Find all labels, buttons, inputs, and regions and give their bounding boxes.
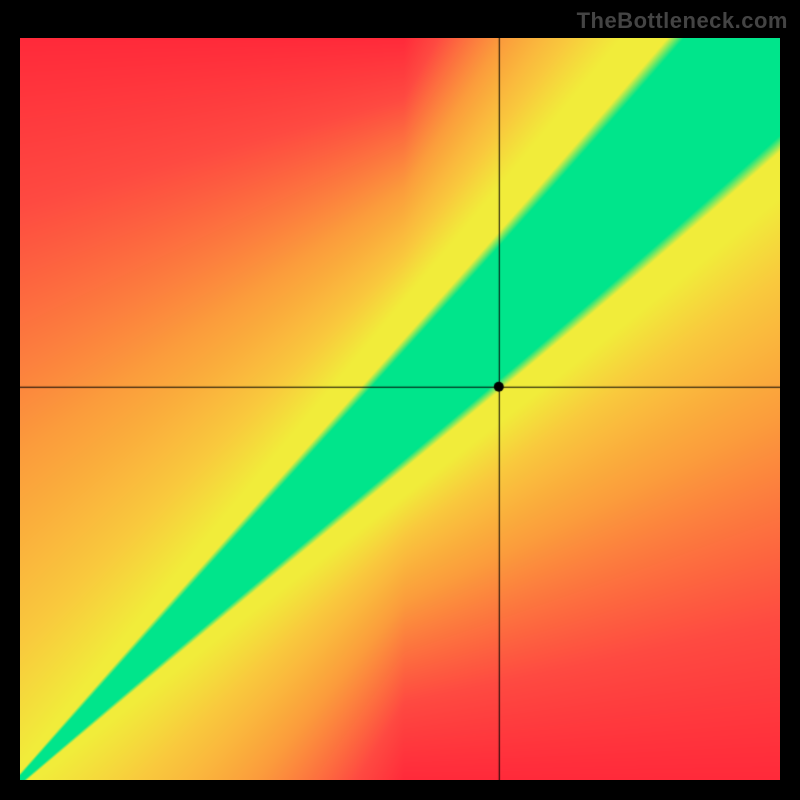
- chart-wrapper: [20, 38, 780, 780]
- attribution-text: TheBottleneck.com: [0, 8, 788, 34]
- bottleneck-heatmap: [20, 38, 780, 780]
- chart-container: TheBottleneck.com: [0, 0, 800, 800]
